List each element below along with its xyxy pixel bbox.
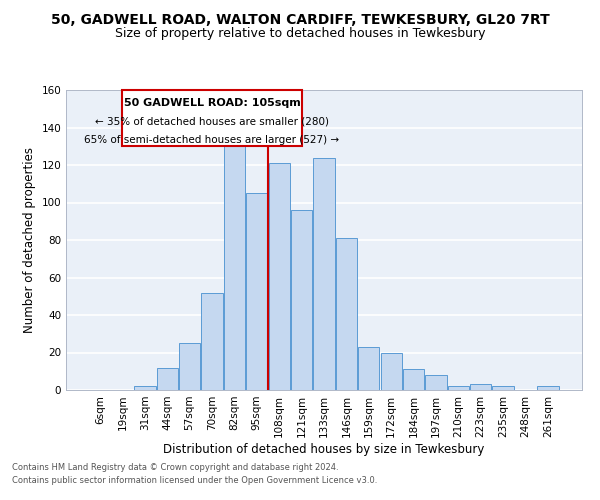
Bar (380, 352, 402, 390)
Text: Size of property relative to detached houses in Tewkesbury: Size of property relative to detached ho… (115, 28, 485, 40)
Bar (537, 386, 559, 390)
Text: Contains public sector information licensed under the Open Government Licence v3: Contains public sector information licen… (12, 476, 377, 485)
Bar (291, 210, 312, 390)
Text: 50, GADWELL ROAD, WALTON CARDIFF, TEWKESBURY, GL20 7RT: 50, GADWELL ROAD, WALTON CARDIFF, TEWKES… (50, 12, 550, 26)
Bar (358, 347, 379, 390)
Bar (448, 386, 469, 390)
Text: 50 GADWELL ROAD: 105sqm: 50 GADWELL ROAD: 105sqm (124, 98, 301, 108)
Text: ← 35% of detached houses are smaller (280): ← 35% of detached houses are smaller (28… (95, 116, 329, 126)
Bar (493, 386, 514, 390)
X-axis label: Distribution of detached houses by size in Tewkesbury: Distribution of detached houses by size … (163, 442, 485, 456)
Bar (269, 163, 290, 390)
Bar (202, 292, 223, 390)
Bar (425, 375, 446, 390)
Text: Contains HM Land Registry data © Crown copyright and database right 2024.: Contains HM Land Registry data © Crown c… (12, 464, 338, 472)
Bar (403, 370, 424, 390)
Text: 65% of semi-detached houses are larger (527) →: 65% of semi-detached houses are larger (… (85, 135, 340, 145)
Bar (313, 158, 335, 390)
Bar (246, 193, 268, 390)
Y-axis label: Number of detached properties: Number of detached properties (23, 147, 36, 333)
Bar (157, 368, 178, 390)
Bar (336, 238, 357, 390)
Bar (179, 343, 200, 390)
Bar (470, 384, 491, 390)
FancyBboxPatch shape (122, 90, 302, 146)
Bar (224, 142, 245, 390)
Bar (134, 386, 155, 390)
